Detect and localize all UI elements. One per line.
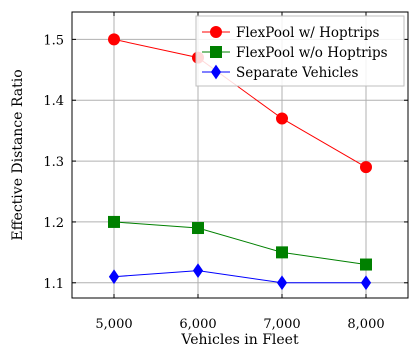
series-line	[113, 221, 367, 266]
y-axis-label: Effective Distance Ratio	[10, 69, 26, 240]
legend-marker	[210, 46, 222, 58]
data-point	[192, 222, 204, 235]
data-point	[360, 275, 372, 291]
legend-marker	[210, 64, 222, 80]
legend-item: FlexPool w/ Hoptrips	[202, 25, 379, 41]
data-point	[108, 269, 120, 285]
data-point	[276, 275, 288, 291]
data-point	[192, 263, 204, 278]
data-point	[360, 258, 372, 271]
y-tick-label: 1.2	[43, 216, 64, 231]
legend-label: Separate Vehicles	[236, 65, 359, 81]
data-point	[108, 215, 120, 228]
y-tick-label: 1.3	[43, 155, 64, 170]
series-1	[108, 215, 372, 271]
legend-label: FlexPool w/o Hoptrips	[236, 45, 388, 61]
y-tick-label: 1.5	[43, 33, 64, 48]
x-tick-label: 6,000	[179, 317, 216, 332]
data-point	[276, 112, 288, 125]
legend-item: FlexPool w/o Hoptrips	[202, 45, 388, 61]
y-tick-label: 1.1	[43, 277, 64, 292]
y-tick-label: 1.4	[43, 94, 64, 109]
axis-ticks: 5,000 6,000 7,000 8,000 1.1 1.2 1.3 1.4 1.5	[43, 12, 408, 332]
data-point	[360, 161, 372, 174]
series-line	[113, 38, 367, 168]
data-point	[276, 246, 288, 259]
x-axis-label: Vehicles in Fleet	[180, 332, 299, 348]
legend-box	[195, 15, 405, 87]
legend-marker	[210, 26, 222, 38]
x-tick-label: 8,000	[347, 317, 384, 332]
data-point	[108, 33, 120, 46]
series-line	[113, 270, 366, 284]
series-2	[108, 263, 372, 291]
legend-item: Separate Vehicles	[202, 64, 359, 81]
legend-label: FlexPool w/ Hoptrips	[236, 25, 379, 41]
x-tick-label: 5,000	[95, 317, 132, 332]
plot-frame	[71, 11, 409, 299]
x-tick-label: 7,000	[263, 317, 300, 332]
legend: FlexPool w/ Hoptrips FlexPool w/o Hoptrip…	[195, 15, 405, 87]
